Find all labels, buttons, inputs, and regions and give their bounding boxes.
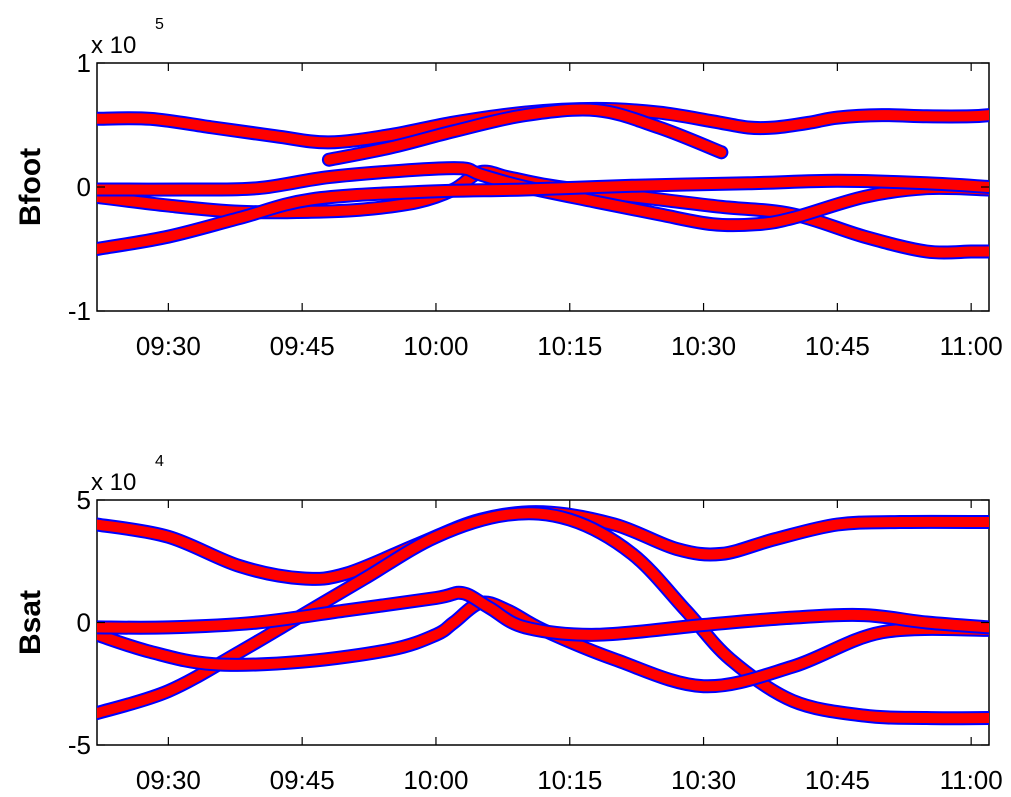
series-3-line bbox=[97, 587, 989, 640]
series-0-line bbox=[97, 103, 989, 148]
series-1-line bbox=[97, 508, 989, 724]
series-group bbox=[97, 101, 989, 260]
x-tick-label: 10:45 bbox=[805, 765, 870, 795]
x-tick-label: 09:30 bbox=[136, 331, 201, 361]
x-tick-label: 09:45 bbox=[270, 765, 335, 795]
y-tick-label: 0 bbox=[77, 172, 91, 202]
y-axis-label: Bsat bbox=[14, 590, 47, 655]
x-tick-label: 09:45 bbox=[270, 331, 335, 361]
plot-panel-bfoot: 09:30 09:45 10:00 10:15 10:30 10:45 11:00 -1 0 1x… bbox=[14, 16, 1003, 361]
y-tick-label: 5 bbox=[77, 485, 91, 515]
series-group bbox=[97, 505, 989, 726]
series-1-line bbox=[323, 104, 727, 165]
x-tick-label: 10:15 bbox=[537, 765, 602, 795]
y-tick-label: 1 bbox=[77, 48, 91, 78]
y-tick-label: -5 bbox=[68, 730, 91, 760]
series-4-line bbox=[97, 175, 989, 254]
y-exponent-power: 4 bbox=[155, 453, 164, 470]
x-tick-label: 10:15 bbox=[537, 331, 602, 361]
y-exponent-base: x 10 bbox=[91, 32, 136, 59]
x-tick-label: 10:30 bbox=[671, 331, 736, 361]
x-tick-label: 10:00 bbox=[403, 331, 468, 361]
y-exponent-base: x 10 bbox=[91, 469, 136, 496]
y-exponent-power: 5 bbox=[155, 16, 164, 33]
x-tick-label: 10:00 bbox=[403, 765, 468, 795]
x-tick-label: 11:00 bbox=[940, 765, 1003, 795]
y-tick-label: -1 bbox=[68, 296, 91, 326]
y-axis-label: Bfoot bbox=[14, 148, 47, 226]
x-tick-label: 10:45 bbox=[805, 331, 870, 361]
x-tick-label: 09:30 bbox=[136, 765, 201, 795]
y-tick-label: 0 bbox=[77, 608, 91, 638]
x-tick-label: 11:00 bbox=[940, 331, 1003, 361]
x-tick-label: 10:30 bbox=[671, 765, 736, 795]
plot-panel-bsat: 09:30 09:45 10:00 10:15 10:30 10:45 11:00 -5 0 5x… bbox=[14, 453, 1003, 795]
